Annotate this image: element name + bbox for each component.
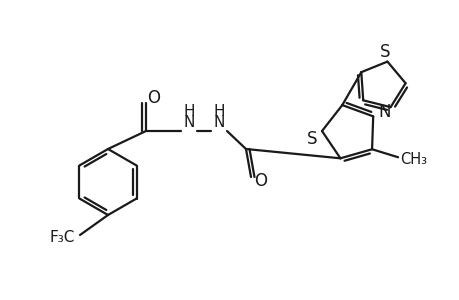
- Text: F₃C: F₃C: [49, 230, 74, 245]
- Text: N: N: [377, 103, 390, 121]
- Text: N: N: [213, 115, 224, 130]
- Text: O: O: [147, 89, 160, 107]
- Text: N: N: [183, 115, 194, 130]
- Text: S: S: [380, 43, 390, 61]
- Text: H: H: [213, 103, 224, 118]
- Text: H: H: [183, 103, 194, 118]
- Text: O: O: [254, 172, 267, 190]
- Text: S: S: [306, 130, 317, 148]
- Text: CH₃: CH₃: [400, 152, 426, 167]
